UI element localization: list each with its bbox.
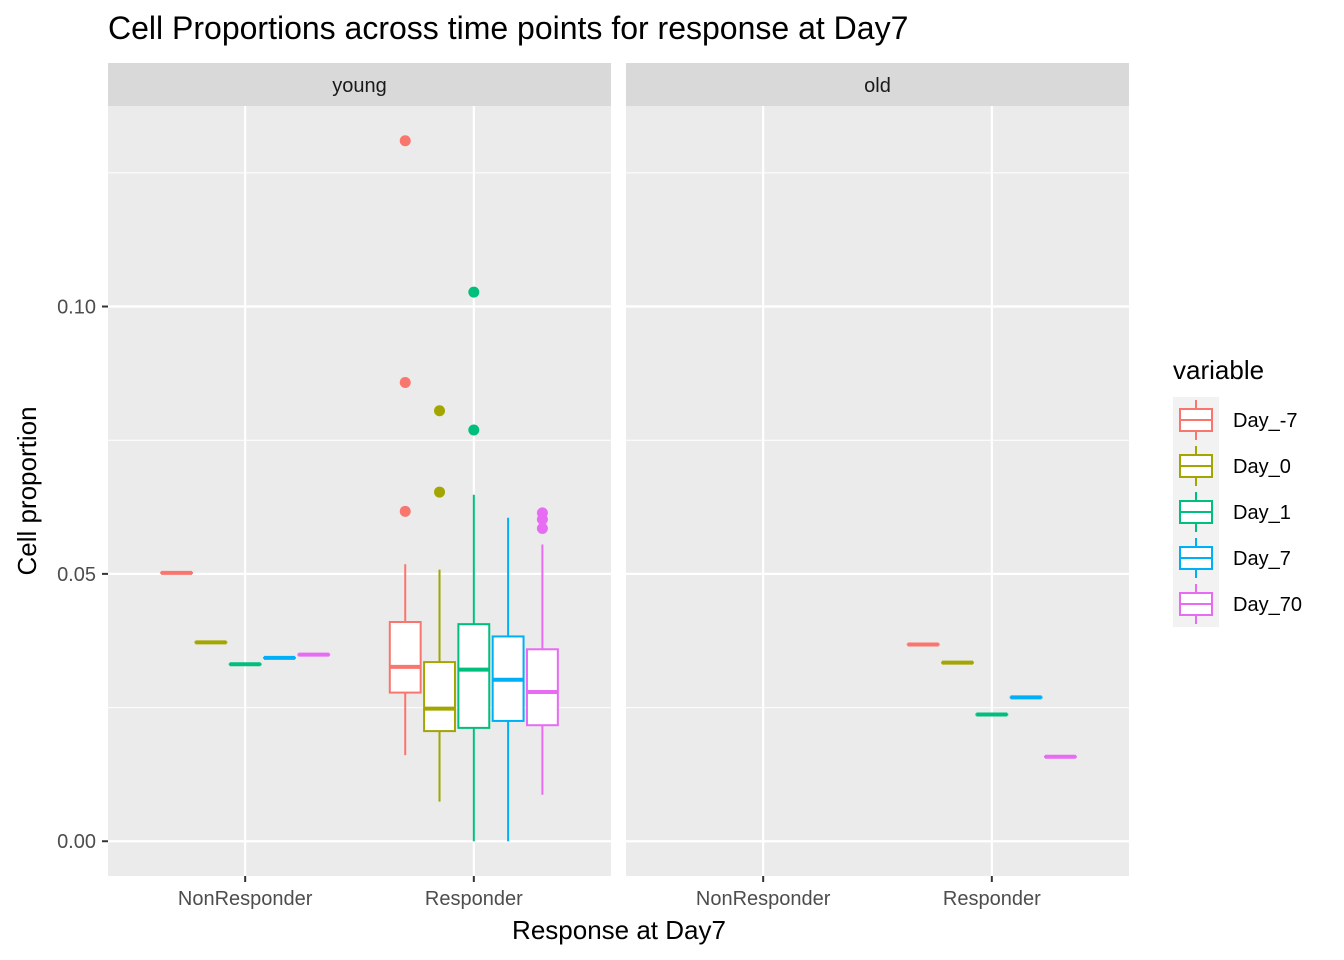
legend-label: Day_0 <box>1233 456 1291 478</box>
x-tick-label: NonResponder <box>696 888 831 910</box>
legend-label: Day_1 <box>1233 502 1291 524</box>
chart-title: Cell Proportions across time points for … <box>108 10 908 46</box>
box-Day_0 <box>423 405 456 802</box>
box-Day_7 <box>491 517 525 842</box>
legend-label: Day_7 <box>1233 548 1291 570</box>
outlier-point <box>536 513 548 525</box>
outlier-point <box>434 486 446 498</box>
y-axis-title: Cell proportion <box>12 406 42 575</box>
legend-title: variable <box>1173 355 1264 385</box>
legend-item-Day_-7: Day_-7 <box>1173 397 1297 443</box>
box-body <box>423 661 456 733</box>
facet-strip-label: old <box>864 75 891 97</box>
x-tick-label: Responder <box>425 888 523 910</box>
legend-item-Day_1: Day_1 <box>1173 489 1291 535</box>
panel-background <box>626 106 1129 876</box>
x-tick-label: NonResponder <box>178 888 313 910</box>
outlier-point <box>434 405 446 417</box>
box-Day_-7 <box>388 135 422 756</box>
facet-strip <box>108 63 611 106</box>
outlier-point <box>468 286 480 298</box>
legend-item-Day_7: Day_7 <box>1173 535 1291 581</box>
y-tick-label: 0.00 <box>57 831 96 853</box>
legend-label: Day_70 <box>1233 594 1302 616</box>
outlier-point <box>399 505 411 517</box>
box-body <box>525 648 559 727</box>
x-tick-label: Responder <box>943 888 1041 910</box>
box-Day_70 <box>525 507 559 795</box>
legend-label: Day_-7 <box>1233 410 1297 432</box>
outlier-point <box>399 376 411 388</box>
outlier-point <box>399 135 411 147</box>
y-tick-label: 0.10 <box>57 297 96 319</box>
box-body <box>457 623 491 729</box>
facet-strip-label: young <box>332 75 387 97</box>
x-axis-title: Response at Day7 <box>512 915 726 945</box>
y-tick-label: 0.05 <box>57 564 96 586</box>
panel-background <box>108 106 611 876</box>
outlier-point <box>536 522 548 534</box>
outlier-point <box>468 424 480 436</box>
box-Day_1 <box>457 286 491 842</box>
legend-item-Day_70: Day_70 <box>1173 581 1302 627</box>
legend-item-Day_0: Day_0 <box>1173 443 1291 489</box>
plot-layer: young NonResponder Responder old NonResponde… <box>57 63 1129 910</box>
box-body <box>388 621 422 694</box>
facet-strip <box>626 63 1129 106</box>
legend: Day_-7 Day_0 Day_1 Day_7 Day_70 <box>1173 397 1302 627</box>
